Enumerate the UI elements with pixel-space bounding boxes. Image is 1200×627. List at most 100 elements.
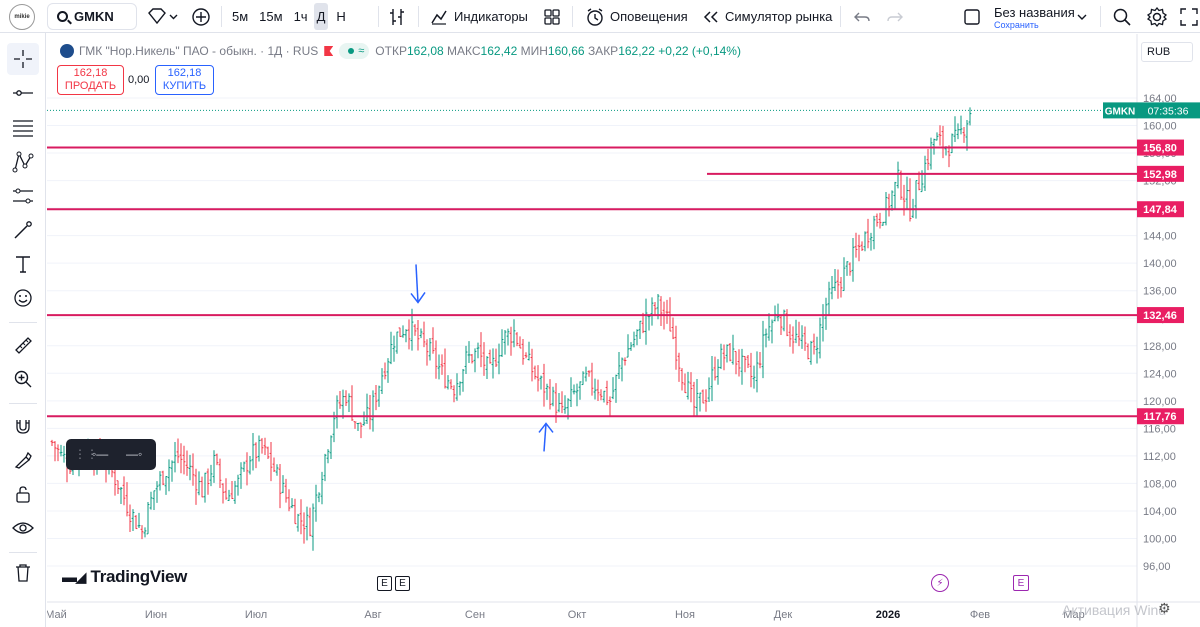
candle [914,180,918,219]
candle [284,478,288,503]
candle [935,132,939,141]
ruler-icon[interactable] [7,329,39,361]
candle [683,373,687,394]
candle [806,343,810,360]
axis-settings-gear-icon[interactable]: ⚙ [1158,600,1171,616]
currency-select[interactable]: RUB [1141,42,1193,62]
earnings-marker-icon[interactable]: E [395,576,410,591]
candle [809,340,813,365]
chart-pane[interactable]: 96,00 100,00 104,00 108,00 112,00 116,00 120,0… [47,34,1200,627]
crosshair-icon[interactable] [7,43,39,75]
legend-title[interactable]: ГМК "Нор.Никель" ПАО - обыкн. · 1Д · RUS [79,44,319,58]
buy-button[interactable]: 162,18 КУПИТЬ [155,65,214,95]
chevron-down-icon[interactable] [1076,0,1088,33]
earnings-future-marker-icon[interactable]: E [1013,575,1029,591]
candle [206,468,210,495]
save-link[interactable]: Сохранить [994,19,1039,30]
market-status-pill[interactable]: ≈ [339,43,370,59]
candle [866,218,870,249]
candle [197,471,201,496]
spread-value: 0,00 [128,74,150,86]
price-axis[interactable]: 96,00 100,00 104,00 108,00 112,00 116,00 120,0… [1143,93,1177,573]
candle [779,315,783,336]
trend-line-icon[interactable] [7,77,39,109]
top-toolbar: mikie GMKN 5м 15м 1ч Д Н Индикаторы Опов… [0,0,1200,33]
text-tool-icon[interactable] [7,248,39,280]
redo-icon[interactable] [886,0,904,33]
candle [764,328,768,348]
stay-in-drawing-icon[interactable] [7,444,39,476]
flag-icon[interactable] [324,46,334,56]
magnet-icon[interactable] [7,410,39,442]
compare-add-icon[interactable] [191,0,211,33]
candle [128,504,132,532]
layout-name-button[interactable]: Без названия Сохранить [994,2,1075,32]
brush-icon[interactable] [7,214,39,246]
tf-15m[interactable]: 15м [259,9,283,24]
user-avatar[interactable]: mikie [9,4,35,30]
price-tick-label: 112,00 [1143,451,1176,463]
trash-icon[interactable] [7,557,39,589]
candle [686,371,690,400]
tradingview-logo[interactable]: ▬◢ TradingView [62,567,187,587]
candle [773,305,777,322]
timeframe-group: 5м 15м 1ч Д Н [229,0,349,33]
low-label: МИН [520,44,548,58]
time-axis[interactable]: Май Июн Июл Авг Сен Окт Ноя Дек 2026 Фев Мар [47,609,1085,621]
candle [236,474,240,496]
fib-retracement-icon[interactable] [7,111,39,143]
tf-1h[interactable]: 1ч [293,9,308,24]
candle [674,325,678,370]
candle [890,190,894,211]
candle [449,379,453,390]
candle [470,354,474,364]
replay-button[interactable]: Симулятор рынка [702,0,832,33]
candle [416,319,420,351]
earnings-marker-icon[interactable]: E [377,576,392,591]
symbol-search-input[interactable]: GMKN [47,3,137,30]
horizontal-ray-icon[interactable]: ―◦ [126,447,143,461]
candle [263,437,267,455]
candle [719,343,723,369]
tf-1w[interactable]: Н [336,9,346,24]
candle [362,411,366,426]
zoom-in-icon[interactable] [7,363,39,395]
lightning-event-icon[interactable]: ⚡ [931,574,949,592]
pattern-icon[interactable] [7,146,39,178]
horizontal-line-icon[interactable]: ◦― [92,447,109,461]
candle [233,480,237,504]
layouts-grid-icon[interactable] [543,0,561,33]
open-value: 162,08 [406,44,444,58]
diamond-icon[interactable] [145,0,179,33]
arrow-down-icon[interactable] [410,264,426,304]
candle [794,319,798,344]
drag-handle-icon[interactable]: ⋮⋮ [74,447,98,461]
eye-icon[interactable] [7,512,39,544]
candle [419,328,423,339]
candle [854,232,858,258]
tf-1d[interactable]: Д [313,3,329,30]
fullscreen-icon[interactable] [1180,0,1198,33]
forecast-icon[interactable] [7,180,39,212]
candle [617,352,621,380]
tf-5m[interactable]: 5м [232,9,249,24]
arrow-annotations[interactable] [410,264,554,452]
search-icon[interactable] [1112,0,1132,33]
undo-icon[interactable] [853,0,871,33]
floating-drawing-toolbar[interactable]: ⋮⋮ ◦― ―◦ [66,439,156,470]
alerts-button[interactable]: Оповещения [585,0,688,33]
indicators-button[interactable]: Индикаторы [430,0,528,33]
candle [119,487,123,505]
arrow-up-icon[interactable] [538,422,554,452]
candle [623,357,627,366]
layout-square-icon[interactable] [963,0,981,33]
settings-gear-icon[interactable] [1146,0,1168,33]
candle [956,123,960,140]
emoji-icon[interactable] [7,282,39,314]
horizontal-levels[interactable]: 156,80 152,98 147,84 132,46 117,76 [47,139,1184,425]
lock-icon[interactable] [7,478,39,510]
chart-type-icon[interactable] [388,0,406,33]
candlestick-chart[interactable]: 96,00 100,00 104,00 108,00 112,00 116,00 120,0… [47,34,1200,627]
candle [722,344,726,371]
sell-button[interactable]: 162,18 ПРОДАТЬ [57,65,124,95]
